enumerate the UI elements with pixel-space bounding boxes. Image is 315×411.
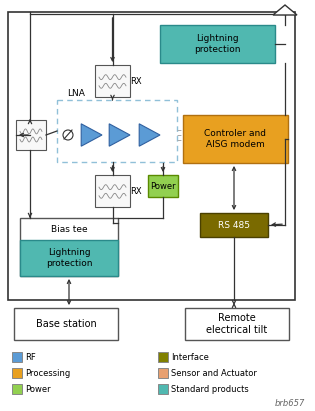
Text: brb657: brb657	[275, 399, 305, 407]
Text: Base station: Base station	[36, 319, 96, 329]
Bar	[148, 175, 178, 197]
Text: Standard products: Standard products	[171, 385, 249, 393]
Text: Interface: Interface	[171, 353, 209, 362]
Text: Power: Power	[25, 385, 51, 393]
Text: LNA: LNA	[67, 90, 85, 99]
Text: Bias tee: Bias tee	[51, 224, 87, 233]
Polygon shape	[139, 124, 160, 146]
Bar	[185, 308, 289, 340]
Polygon shape	[273, 5, 297, 15]
Polygon shape	[109, 124, 130, 146]
Bar	[12, 352, 22, 362]
Bar	[158, 352, 168, 362]
Bar	[158, 368, 168, 378]
Text: Sensor and Actuator: Sensor and Actuator	[171, 369, 257, 377]
Bar	[160, 25, 275, 63]
Text: Controler and
AISG modem: Controler and AISG modem	[204, 129, 266, 149]
Bar	[16, 120, 46, 150]
Bar	[158, 384, 168, 394]
Bar	[8, 12, 295, 300]
Text: Processing: Processing	[25, 369, 70, 377]
Text: Remote
electrical tilt: Remote electrical tilt	[206, 313, 268, 335]
Text: RF: RF	[25, 353, 36, 362]
Bar	[95, 65, 130, 97]
Text: RX: RX	[130, 187, 142, 196]
Bar	[20, 218, 118, 276]
Bar	[57, 100, 177, 162]
Bar	[183, 115, 288, 163]
Bar	[95, 175, 130, 207]
Text: RS 485: RS 485	[218, 220, 250, 229]
Text: Lightning
protection: Lightning protection	[194, 34, 241, 54]
Text: Lightning
protection: Lightning protection	[46, 248, 92, 268]
Text: Power: Power	[150, 182, 176, 191]
Bar	[12, 384, 22, 394]
Polygon shape	[81, 124, 102, 146]
Bar	[200, 213, 268, 237]
Text: RX: RX	[130, 76, 142, 85]
Bar	[20, 240, 118, 276]
Bar	[14, 308, 118, 340]
Bar	[12, 368, 22, 378]
